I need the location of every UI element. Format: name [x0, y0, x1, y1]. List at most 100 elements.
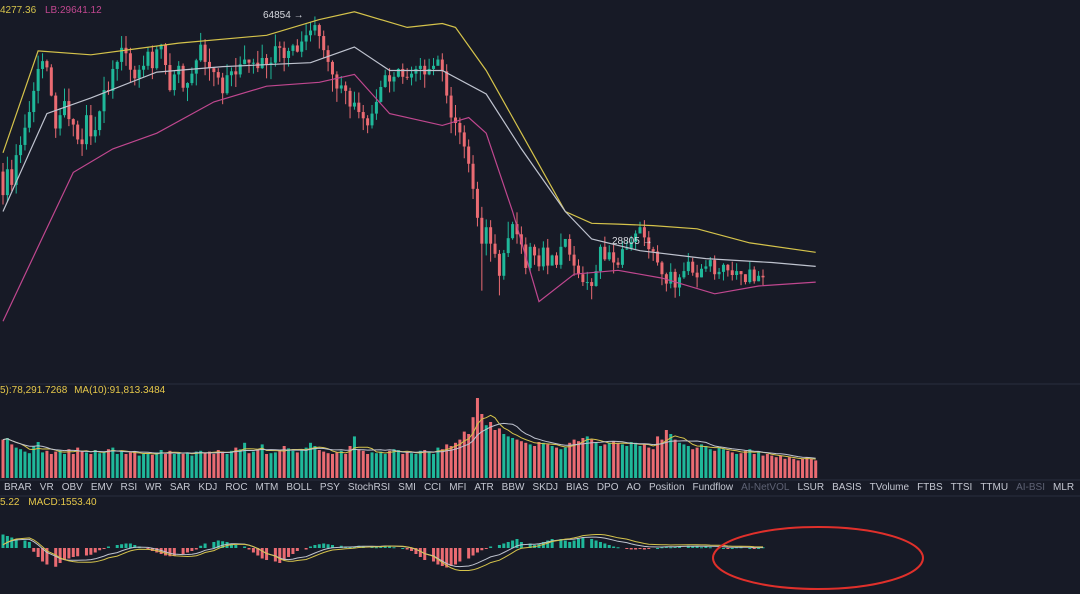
macd-hist-bar — [133, 545, 137, 548]
volume-bar — [612, 441, 616, 478]
tab-brar[interactable]: BRAR — [4, 482, 32, 493]
candle-body — [726, 264, 730, 271]
candle-body — [594, 271, 598, 286]
macd-hist-bar — [726, 548, 730, 549]
tab-fundflow[interactable]: Fundflow — [692, 482, 734, 493]
macd-hist-bar — [660, 547, 664, 549]
volume-bar — [568, 442, 572, 478]
tab-boll[interactable]: BOLL — [286, 482, 312, 493]
tab-ao[interactable]: AO — [626, 482, 641, 493]
volume-bar — [418, 450, 422, 478]
tab-atr[interactable]: ATR — [474, 482, 494, 493]
candle-body — [612, 252, 616, 263]
candle-body — [36, 68, 40, 91]
tab-mfi[interactable]: MFI — [449, 482, 467, 493]
macd-hist-bar — [647, 548, 651, 549]
tab-lsur[interactable]: LSUR — [797, 482, 825, 493]
volume-bar — [146, 453, 150, 478]
volume-bar — [304, 447, 308, 478]
volume-bar — [664, 430, 668, 478]
volume-ma5: 5):78,291.7268 — [0, 385, 68, 396]
volume-bar — [339, 450, 343, 478]
tab-vr[interactable]: VR — [39, 482, 54, 493]
volume-bar — [49, 454, 53, 478]
tab-position[interactable]: Position — [648, 482, 685, 493]
candle-body — [309, 30, 313, 36]
macd-hist-bar — [54, 548, 58, 567]
tab-ttsi[interactable]: TTSI — [950, 482, 973, 493]
volume-bar — [352, 436, 356, 478]
candle-body — [155, 49, 159, 69]
volume-bar — [1, 439, 5, 478]
volume-bar — [67, 449, 71, 478]
candle-body — [682, 271, 686, 278]
candle-body — [379, 86, 383, 102]
macd-dif-value: 5.22 — [0, 497, 20, 508]
volume-bar — [234, 447, 238, 478]
tab-bbw[interactable]: BBW — [501, 482, 525, 493]
tab-cci[interactable]: CCI — [423, 482, 442, 493]
volume-bar — [300, 449, 304, 478]
candle-body — [656, 251, 660, 263]
volume-bar — [440, 449, 444, 478]
candle-body — [502, 253, 506, 276]
volume-bar — [713, 450, 717, 478]
volume-bar — [471, 417, 475, 478]
volume-bar — [106, 449, 110, 478]
macd-hist-bar — [625, 548, 629, 549]
macd-hist-bar — [23, 540, 27, 548]
macd-hist-bar — [634, 548, 638, 550]
tab-tvolume[interactable]: TVolume — [869, 482, 910, 493]
volume-bar — [467, 434, 471, 478]
tab-bias[interactable]: BIAS — [566, 482, 589, 493]
tab-emv[interactable]: EMV — [90, 482, 113, 493]
tab-ai-netvol[interactable]: AI-NetVOL — [741, 482, 790, 493]
candle-body — [49, 67, 53, 96]
volume-bar — [71, 454, 75, 478]
tab-wr[interactable]: WR — [145, 482, 162, 493]
macd-hist-bar — [282, 548, 286, 560]
volume-bar — [660, 439, 664, 478]
candle-body — [445, 71, 449, 96]
volume-bar — [634, 442, 638, 478]
tab-basis[interactable]: BASIS — [832, 482, 862, 493]
volume-bar — [229, 450, 233, 478]
tab-obv[interactable]: OBV — [61, 482, 83, 493]
tab-smi[interactable]: SMI — [398, 482, 416, 493]
tab-ai-bsi[interactable]: AI-BSI — [1016, 482, 1045, 493]
macd-hist-bar — [216, 540, 220, 548]
tab-stochrsi[interactable]: StochRSI — [347, 482, 391, 493]
tab-rsi[interactable]: RSI — [120, 482, 138, 493]
tab-dpo[interactable]: DPO — [596, 482, 619, 493]
macd-hist-bar — [379, 546, 383, 548]
volume-bar — [199, 450, 203, 478]
volume-bar — [282, 446, 286, 478]
volume-bar — [133, 451, 137, 478]
tab-ttmu[interactable]: TTMU — [980, 482, 1009, 493]
tab-ftbs[interactable]: FTBS — [917, 482, 943, 493]
macd-hist-bar — [458, 548, 462, 562]
volume-bar — [506, 436, 510, 478]
tab-mlr[interactable]: MLR — [1053, 482, 1075, 493]
tab-roc[interactable]: ROC — [225, 482, 248, 493]
candle-body — [634, 233, 638, 243]
macd-hist-bar — [229, 543, 233, 548]
macd-hist-bar — [287, 548, 291, 557]
tab-kdj[interactable]: KDJ — [198, 482, 218, 493]
macd-hist-bar — [453, 548, 457, 565]
candle-body — [533, 246, 537, 256]
tab-skdj[interactable]: SKDJ — [532, 482, 559, 493]
tab-psy[interactable]: PSY — [319, 482, 340, 493]
tab-sar[interactable]: SAR — [169, 482, 191, 493]
volume-bar — [309, 442, 313, 478]
macd-hist-bar — [102, 548, 106, 549]
volume-bar — [207, 451, 211, 478]
candle-body — [568, 238, 572, 255]
candle-body — [449, 95, 453, 118]
volume-bar — [374, 453, 378, 478]
tab-mtm[interactable]: MTM — [255, 482, 279, 493]
candle-body — [361, 112, 365, 119]
candle-body — [339, 85, 343, 89]
high-value: 64854 — [263, 10, 291, 21]
